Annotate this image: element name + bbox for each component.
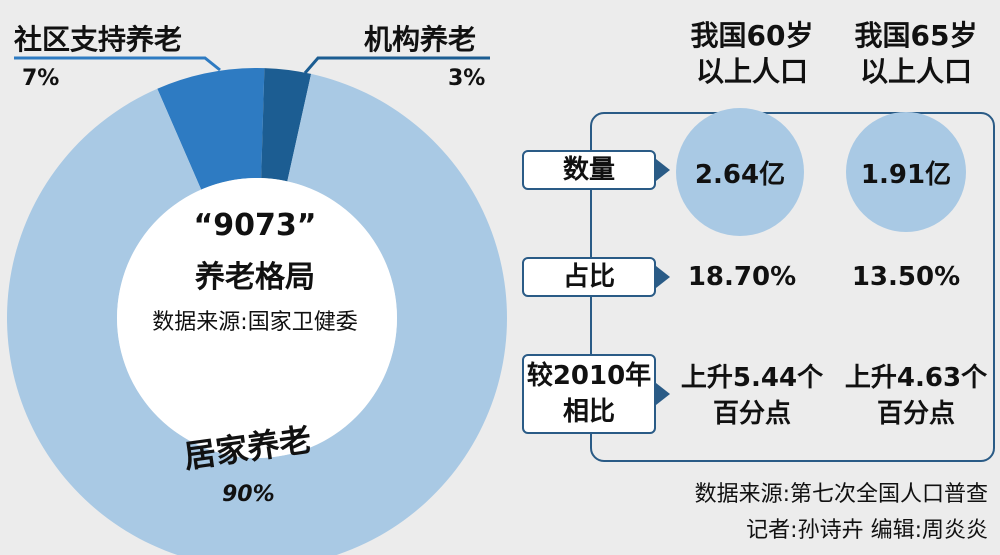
value-circle-65: 1.91亿: [846, 112, 966, 232]
donut-source: 数据来源:国家卫健委: [152, 310, 358, 335]
community-pct: 7%: [22, 66, 60, 91]
value-circle-60: 2.64亿: [676, 108, 804, 236]
column-header-60-line2: 以上人口: [695, 55, 808, 88]
change-60: 上升5.44个 百分点: [672, 360, 832, 432]
column-header-65-line2: 以上人口: [859, 55, 972, 88]
row-arrow-share: [656, 266, 670, 288]
institution-label: 机构养老: [364, 23, 477, 56]
donut-title-line1: “9073”: [193, 208, 317, 243]
institution-pct: 3%: [448, 66, 486, 91]
donut-chart: [7, 68, 507, 555]
donut-title-line2: 养老格局: [195, 260, 315, 295]
callout-lines: [14, 56, 490, 74]
column-header-65: 我国65岁 以上人口: [836, 18, 996, 90]
row-label-quantity: 数量: [522, 150, 656, 190]
change-65-line2: 百分点: [876, 399, 955, 429]
institution-care-segment: [261, 68, 312, 182]
column-header-60-line1: 我国60岁: [690, 19, 814, 52]
row-arrow-change: [656, 383, 670, 405]
row-label-change: 较2010年 相比: [522, 354, 656, 434]
quantity-65: 1.91亿: [860, 159, 952, 190]
change-60-line2: 百分点: [712, 399, 791, 429]
home-care-segment: [7, 73, 507, 555]
row-label-change-line2: 相比: [562, 397, 615, 427]
community-care-segment: [157, 68, 265, 190]
row-label-share: 占比: [522, 257, 656, 297]
share-60: 18.70%: [687, 262, 797, 292]
change-60-line1: 上升5.44个: [680, 363, 824, 393]
share-65: 13.50%: [851, 262, 961, 292]
quantity-60: 2.64亿: [694, 159, 786, 190]
row-label-change-line1: 较2010年: [526, 361, 652, 391]
community-callout-line: [14, 56, 221, 72]
row-arrow-quantity: [656, 159, 670, 181]
donut-hole: [117, 178, 397, 458]
column-header-60: 我国60岁 以上人口: [672, 18, 832, 90]
footer-credits: 记者:孙诗卉 编辑:周炎炎: [746, 518, 988, 543]
community-label: 社区支持养老: [14, 23, 183, 56]
institution-callout-line: [303, 56, 490, 74]
home-care-pct: 90%: [222, 482, 275, 507]
change-65-line1: 上升4.63个: [844, 363, 988, 393]
change-65: 上升4.63个 百分点: [836, 360, 996, 432]
column-header-65-line1: 我国65岁: [854, 19, 978, 52]
footer-source: 数据来源:第七次全国人口普查: [694, 482, 988, 507]
